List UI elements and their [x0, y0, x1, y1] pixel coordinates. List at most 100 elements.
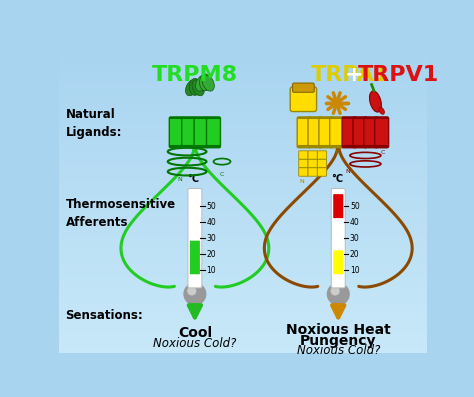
FancyBboxPatch shape — [169, 117, 183, 148]
FancyBboxPatch shape — [333, 194, 343, 218]
Text: 50: 50 — [207, 202, 216, 211]
Ellipse shape — [370, 91, 382, 112]
FancyBboxPatch shape — [190, 241, 200, 274]
Bar — [59, 267, 427, 272]
FancyBboxPatch shape — [299, 168, 308, 176]
FancyBboxPatch shape — [374, 117, 389, 148]
Bar — [59, 89, 427, 93]
Text: +: + — [345, 65, 363, 85]
FancyBboxPatch shape — [308, 151, 317, 159]
Bar — [59, 190, 427, 195]
FancyBboxPatch shape — [364, 117, 378, 148]
FancyBboxPatch shape — [317, 151, 327, 159]
Text: C: C — [381, 150, 385, 155]
Text: 40: 40 — [207, 218, 216, 227]
Bar — [59, 160, 427, 165]
Circle shape — [184, 283, 206, 305]
FancyBboxPatch shape — [353, 117, 367, 148]
Text: C: C — [220, 172, 224, 177]
Text: 20: 20 — [207, 250, 216, 259]
Bar — [59, 318, 427, 323]
Circle shape — [188, 287, 196, 295]
Bar — [59, 134, 427, 139]
Bar — [59, 195, 427, 200]
Text: 10: 10 — [207, 266, 216, 275]
FancyBboxPatch shape — [330, 117, 344, 148]
Bar — [59, 333, 427, 338]
Text: 30: 30 — [207, 234, 216, 243]
Text: Noxious Cold?: Noxious Cold? — [297, 344, 380, 357]
FancyBboxPatch shape — [182, 117, 196, 148]
Bar — [59, 246, 427, 251]
Text: C: C — [336, 150, 340, 155]
Bar — [59, 328, 427, 333]
Bar — [59, 109, 427, 114]
Bar — [59, 277, 427, 282]
Bar — [59, 119, 427, 124]
Bar — [59, 129, 427, 134]
Text: N: N — [177, 177, 182, 182]
Bar — [59, 272, 427, 277]
Bar — [59, 256, 427, 262]
Ellipse shape — [190, 79, 201, 95]
Ellipse shape — [196, 75, 208, 91]
Text: Thermosensitive
Afferents: Thermosensitive Afferents — [65, 198, 175, 229]
Bar — [59, 63, 427, 68]
Text: Cool: Cool — [178, 326, 212, 340]
Bar — [59, 104, 427, 109]
Text: °C: °C — [187, 174, 200, 184]
Bar — [59, 251, 427, 256]
Ellipse shape — [202, 75, 214, 91]
FancyBboxPatch shape — [342, 117, 356, 148]
Bar — [59, 262, 427, 267]
Bar — [59, 211, 427, 216]
Bar — [59, 73, 427, 78]
FancyBboxPatch shape — [319, 117, 333, 148]
Bar — [59, 343, 427, 348]
FancyBboxPatch shape — [308, 168, 317, 176]
FancyBboxPatch shape — [290, 87, 317, 112]
Ellipse shape — [379, 107, 384, 114]
Bar — [59, 292, 427, 297]
Bar — [59, 282, 427, 287]
Text: Sensations:: Sensations: — [65, 309, 143, 322]
Bar — [59, 48, 427, 53]
Bar — [59, 68, 427, 73]
Text: 10: 10 — [350, 266, 359, 275]
Text: 30: 30 — [350, 234, 360, 243]
Bar — [59, 165, 427, 170]
Bar — [59, 93, 427, 98]
Bar — [59, 338, 427, 343]
Bar — [59, 150, 427, 154]
Bar — [59, 98, 427, 104]
FancyBboxPatch shape — [333, 250, 343, 274]
Circle shape — [331, 287, 339, 295]
Text: 50: 50 — [350, 202, 360, 211]
Text: N: N — [345, 169, 350, 174]
Ellipse shape — [185, 80, 198, 96]
Ellipse shape — [192, 80, 204, 96]
Bar — [59, 154, 427, 160]
FancyBboxPatch shape — [207, 117, 220, 148]
Text: 40: 40 — [350, 218, 360, 227]
FancyBboxPatch shape — [194, 117, 208, 148]
FancyBboxPatch shape — [299, 151, 308, 159]
Text: Natural
Ligands:: Natural Ligands: — [65, 108, 122, 139]
Bar — [59, 236, 427, 241]
Bar — [59, 53, 427, 58]
Bar — [59, 185, 427, 190]
Bar — [59, 83, 427, 89]
Text: Noxious Cold?: Noxious Cold? — [153, 337, 237, 350]
FancyBboxPatch shape — [317, 168, 327, 176]
FancyBboxPatch shape — [331, 189, 345, 288]
FancyBboxPatch shape — [292, 83, 314, 92]
Text: TRPA1: TRPA1 — [311, 65, 391, 85]
Bar — [59, 307, 427, 312]
Bar — [59, 58, 427, 63]
Bar — [59, 287, 427, 292]
Bar — [59, 241, 427, 246]
Text: Pungency: Pungency — [300, 334, 376, 348]
Bar — [59, 312, 427, 318]
Text: 20: 20 — [350, 250, 359, 259]
Bar — [59, 303, 427, 308]
